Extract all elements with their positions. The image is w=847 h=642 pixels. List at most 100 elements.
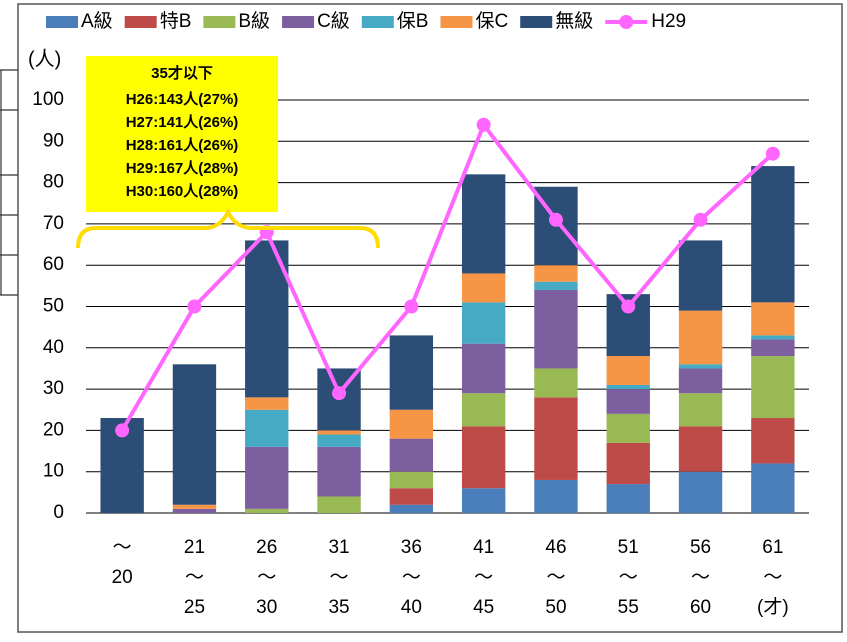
x-tick-label: (才) [757, 596, 789, 618]
legend-swatch [520, 16, 553, 28]
legend-label: B級 [238, 10, 270, 32]
bar-segment [751, 356, 795, 419]
legend-label: C級 [317, 10, 350, 32]
bar-segment [245, 409, 289, 447]
x-tick-label: 56 [690, 537, 711, 558]
line-marker [476, 117, 491, 132]
bar-segment [751, 335, 795, 340]
x-tick-label: 46 [545, 537, 566, 558]
legend-swatch [124, 16, 157, 28]
line-marker [187, 299, 202, 314]
bar-segment [678, 368, 723, 394]
x-tick-label: ～ [546, 567, 565, 588]
y-tick-label: 80 [43, 172, 64, 193]
x-tick-label: 45 [473, 597, 494, 618]
x-tick-label: 26 [256, 537, 277, 558]
y-tick-label: 70 [43, 213, 64, 234]
bar-segment [678, 426, 723, 472]
bar-segment [534, 479, 578, 513]
bar-segment [534, 397, 578, 480]
annotation-line: H26:143人(27%) [126, 91, 239, 108]
bar-segment [389, 409, 434, 439]
bar-segment [172, 508, 217, 513]
x-tick-label: ～ [257, 567, 276, 588]
legend-label: A級 [81, 10, 113, 32]
x-tick-label: 51 [618, 537, 639, 558]
y-tick-label: 50 [43, 296, 64, 317]
line-marker [621, 299, 636, 314]
x-tick-label: 36 [401, 537, 422, 558]
bar-segment [461, 488, 506, 513]
legend-label: 無級 [555, 10, 593, 32]
legend-swatch [203, 16, 236, 28]
bar-segment [606, 413, 650, 443]
bar-segment [245, 508, 289, 513]
bar-segment [317, 430, 361, 435]
x-tick-label: 25 [184, 597, 205, 618]
x-tick-label: 55 [618, 597, 639, 618]
x-tick-label: ～ [402, 567, 421, 588]
bar-segment [172, 364, 217, 505]
line [120, 120, 775, 432]
bar-segment [606, 389, 650, 414]
bar-segment [317, 496, 361, 513]
bar-segment [461, 302, 506, 344]
y-tick-label: 20 [43, 419, 64, 440]
x-tick-label: 40 [401, 597, 422, 618]
x-tick-label: ～ [185, 567, 204, 588]
legend-swatch [282, 16, 315, 28]
bar-segment [461, 393, 506, 427]
bar-segment [389, 488, 434, 505]
bar-segment [317, 446, 361, 497]
annotation-brace [76, 207, 380, 249]
annotation-line: H28:161人(26%) [126, 137, 239, 154]
x-tick-label: 35 [328, 597, 349, 618]
x-tick-label: ～ [113, 537, 132, 558]
legend-label: 保C [475, 10, 508, 32]
bar-segment [245, 397, 289, 410]
y-tick-label: 100 [32, 89, 64, 110]
x-tick-label: ～ [691, 567, 710, 588]
bar-segment [678, 471, 723, 513]
x-tick-label: 61 [762, 537, 783, 558]
bar-segment [751, 339, 795, 357]
line-marker [404, 299, 419, 314]
bar-segment [678, 364, 723, 369]
legend-label: 特B [160, 10, 192, 32]
x-tick-label: 21 [184, 537, 205, 558]
bar-segment [461, 343, 506, 394]
frame [17, 3, 843, 633]
x-tick-label: 31 [328, 537, 349, 558]
x-tick-label: ～ [763, 567, 782, 588]
bar-segment [389, 335, 434, 410]
y-tick-label: 30 [43, 378, 64, 399]
x-tick-label: ～ [619, 567, 638, 588]
bar-segment [172, 504, 217, 509]
bar-segment [751, 166, 795, 303]
bar-segment [606, 442, 650, 485]
bar-segment [678, 310, 723, 365]
bar-segment [317, 434, 361, 447]
legend-label: 保B [397, 10, 429, 32]
bar-segment [389, 471, 434, 489]
y-axis-label: (人) [28, 47, 61, 70]
y-tick-label: 90 [43, 130, 64, 151]
y-tick-label: 0 [53, 502, 64, 523]
legend-swatch [361, 16, 394, 28]
annotation-line: H29:167人(28%) [126, 160, 239, 177]
bar-segment [389, 504, 434, 513]
x-tick-label: ～ [474, 567, 493, 588]
annotation-title: 35才以下 [151, 64, 213, 82]
bar-segment [678, 393, 723, 427]
legend-label: H29 [651, 11, 686, 32]
line-marker [548, 212, 563, 227]
legend-swatch [440, 16, 473, 28]
x-tick-label: 20 [112, 567, 133, 588]
x-tick-label: 50 [545, 597, 566, 618]
legend-swatch [46, 16, 78, 28]
x-tick-label: 41 [473, 537, 494, 558]
bar-segment [534, 265, 578, 282]
line-marker [115, 423, 130, 438]
bar-segment [534, 368, 578, 398]
